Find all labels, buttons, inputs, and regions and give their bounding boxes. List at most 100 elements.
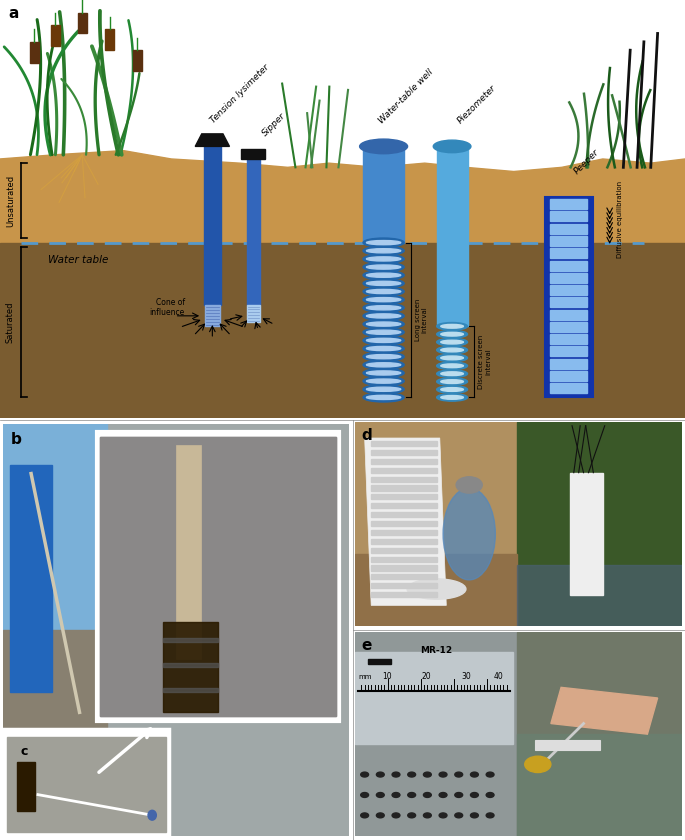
Text: Saturated: Saturated — [5, 302, 15, 343]
Bar — [51, 25, 60, 46]
Ellipse shape — [366, 346, 401, 350]
Circle shape — [361, 792, 369, 797]
Bar — [550, 383, 587, 393]
Bar — [30, 42, 39, 63]
Bar — [371, 468, 436, 473]
Ellipse shape — [441, 380, 464, 384]
Ellipse shape — [363, 287, 404, 297]
Ellipse shape — [363, 328, 404, 337]
Circle shape — [439, 792, 447, 797]
Bar — [371, 565, 436, 570]
Bar — [371, 521, 436, 526]
Circle shape — [486, 792, 494, 797]
Circle shape — [408, 792, 416, 797]
Bar — [371, 486, 436, 491]
Bar — [371, 450, 436, 455]
Bar — [247, 159, 260, 306]
Circle shape — [376, 792, 384, 797]
Ellipse shape — [363, 336, 404, 345]
Ellipse shape — [366, 273, 401, 277]
Ellipse shape — [437, 394, 467, 402]
Bar — [371, 538, 436, 544]
Ellipse shape — [363, 352, 404, 361]
Circle shape — [486, 772, 494, 777]
Ellipse shape — [363, 393, 404, 402]
Bar — [177, 444, 201, 659]
Circle shape — [471, 813, 478, 818]
Ellipse shape — [366, 379, 401, 383]
Bar — [550, 199, 587, 209]
Text: Long screen
interval: Long screen interval — [415, 299, 427, 341]
Bar — [516, 734, 682, 836]
Ellipse shape — [366, 314, 401, 318]
Circle shape — [376, 813, 384, 818]
Text: Sipper: Sipper — [260, 111, 287, 138]
Bar — [204, 146, 221, 306]
Bar — [371, 557, 436, 562]
Bar — [371, 459, 436, 464]
Circle shape — [525, 756, 551, 773]
Ellipse shape — [441, 324, 464, 328]
Text: d: d — [362, 428, 372, 443]
Ellipse shape — [366, 297, 401, 302]
Bar — [371, 575, 436, 580]
Circle shape — [361, 813, 369, 818]
Ellipse shape — [437, 362, 467, 370]
Bar — [3, 424, 107, 630]
Circle shape — [408, 813, 416, 818]
Bar — [355, 652, 513, 744]
Bar — [371, 450, 436, 455]
Circle shape — [392, 772, 400, 777]
Bar — [162, 638, 218, 643]
Text: Piezometer: Piezometer — [456, 83, 498, 125]
Bar — [3, 630, 107, 836]
Bar — [105, 29, 114, 50]
Bar — [550, 212, 587, 222]
Ellipse shape — [360, 139, 408, 154]
Circle shape — [376, 772, 384, 777]
Bar — [10, 465, 52, 692]
Bar — [371, 476, 436, 481]
Ellipse shape — [366, 281, 401, 286]
Circle shape — [439, 772, 447, 777]
Bar — [3, 729, 169, 836]
Circle shape — [148, 811, 156, 820]
Bar — [550, 359, 587, 369]
Circle shape — [456, 477, 482, 493]
Circle shape — [439, 813, 447, 818]
Bar — [371, 503, 436, 508]
Bar — [363, 146, 404, 243]
Text: Cone of
influence: Cone of influence — [150, 297, 185, 318]
Ellipse shape — [363, 255, 404, 264]
Ellipse shape — [437, 330, 467, 338]
Bar — [437, 146, 467, 326]
Bar — [17, 762, 34, 811]
Bar — [371, 512, 436, 517]
Bar — [550, 285, 587, 295]
Bar — [371, 476, 436, 481]
Bar — [516, 632, 682, 836]
Text: Peeper: Peeper — [572, 147, 601, 176]
Ellipse shape — [434, 140, 471, 153]
Ellipse shape — [441, 364, 464, 368]
Bar — [241, 149, 265, 159]
Text: Water-table well: Water-table well — [377, 67, 435, 125]
Bar — [550, 260, 587, 270]
Circle shape — [423, 772, 432, 777]
Text: a: a — [8, 6, 18, 21]
Ellipse shape — [363, 376, 404, 386]
Bar — [100, 437, 336, 717]
Ellipse shape — [363, 246, 404, 255]
Text: e: e — [362, 638, 372, 653]
Bar — [371, 468, 436, 473]
Bar — [371, 459, 436, 464]
Text: Water table: Water table — [48, 255, 108, 265]
Ellipse shape — [363, 262, 404, 271]
Bar — [162, 688, 218, 692]
Circle shape — [455, 813, 462, 818]
Bar — [371, 583, 436, 588]
Circle shape — [471, 772, 478, 777]
Ellipse shape — [366, 265, 401, 269]
Bar — [371, 512, 436, 517]
Bar — [371, 521, 436, 526]
